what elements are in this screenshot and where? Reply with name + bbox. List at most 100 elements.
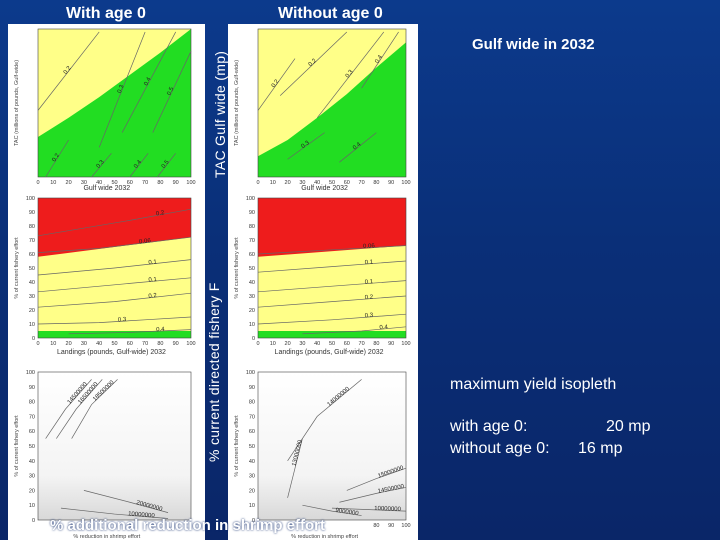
x-tick-label: 50: [111, 180, 117, 186]
y-tick-label: 50: [249, 444, 255, 450]
contour-line: [129, 153, 149, 178]
contour-label: 0.3: [365, 313, 374, 320]
y-tick-label: 100: [26, 370, 35, 376]
contour-label: 0.4: [156, 327, 165, 333]
x-tick-label: 0: [36, 341, 39, 347]
contour-label: 0.5: [166, 86, 175, 97]
y-tick-label: 50: [249, 266, 255, 272]
y-tick-label: 10: [29, 503, 35, 509]
x-tick-label: 80: [157, 341, 163, 347]
plot-frame: [37, 28, 192, 178]
contour-line: [68, 329, 192, 335]
x-tick-label: 0: [36, 180, 39, 186]
x-tick-label: 60: [127, 180, 133, 186]
x-tick-label: 90: [173, 341, 179, 347]
contour-label: 0.2: [271, 78, 281, 89]
y-tick-label: 10: [249, 503, 255, 509]
contour-label: 0.2: [148, 293, 158, 300]
y-tick-label: 30: [249, 294, 255, 300]
chart-r2c2: 0.06 0.1 0.1 0.2 0.3 0.4 0 10 20 30 40 50 60 70 80 90 10…: [228, 192, 418, 368]
title-without-age0: Without age 0: [278, 5, 383, 22]
plot-frame: [37, 197, 192, 339]
x-tick-label: 90: [173, 180, 179, 186]
y-tick-label: 100: [26, 196, 35, 202]
x-tick-label: 10: [50, 180, 56, 186]
y-tick-label: 40: [29, 280, 35, 286]
x-tick-label: 80: [373, 523, 379, 529]
y-tick-label: 70: [249, 414, 255, 420]
plot-frame: [257, 371, 407, 521]
y-tick-label: 40: [249, 459, 255, 465]
note-with-value: 20 mp: [606, 418, 651, 435]
contour-line: [56, 379, 103, 439]
x-tick-label: 40: [314, 341, 320, 347]
contour-line: [45, 379, 92, 439]
x-tick-label: 10: [270, 341, 276, 347]
contour-line: [339, 132, 377, 163]
x-tick-label: 90: [388, 341, 394, 347]
green-region: [38, 29, 191, 177]
contour-label: 0.2: [156, 210, 166, 218]
y-tick-label: 20: [29, 308, 35, 314]
contour-label: 0.3: [345, 69, 355, 80]
y-tick-label: 70: [29, 238, 35, 244]
y-tick-label: 10: [249, 322, 255, 328]
chart-r3c1: 1450000016500000185000002000000010000000…: [8, 366, 205, 540]
y-tick-label: 100: [246, 196, 255, 202]
gray-region: [258, 372, 406, 520]
x-tick-label: 90: [388, 180, 394, 186]
x-tick-label: 20: [66, 180, 72, 186]
y-tick-label: 100: [246, 370, 255, 376]
y-tick-label: 90: [29, 210, 35, 216]
x-tick-label: 100: [401, 180, 410, 186]
plot-frame: [257, 197, 407, 339]
y-tick-label: 60: [249, 252, 255, 258]
y-tick-label: 60: [29, 252, 35, 258]
note-without-label: without age 0:: [450, 440, 550, 457]
contour-line: [91, 153, 112, 178]
x-tick-label: 40: [314, 180, 320, 186]
y-tick-label: 60: [29, 429, 35, 435]
contour-label: 10000000: [374, 506, 402, 513]
red-region: [258, 198, 406, 257]
x-tick-label: 80: [373, 180, 379, 186]
contour-line: [279, 31, 348, 96]
x-tick-label: 100: [401, 341, 410, 347]
x-tick-label: 60: [344, 341, 350, 347]
contour-label: 0.1: [365, 279, 374, 286]
y-tick-label: 0: [32, 518, 35, 524]
x-tick-label: 30: [81, 180, 87, 186]
contour-line: [361, 31, 399, 89]
y-tick-label: 20: [249, 308, 255, 314]
contour-label: 0.2: [63, 65, 73, 76]
contour-label: 9000000: [335, 508, 360, 517]
contour-label: 0.2: [52, 152, 62, 163]
contour-label: 10000000: [128, 511, 156, 519]
panel-caption: Landings (pounds, Gulf-wide) 2032: [275, 349, 384, 356]
chart-r1c1: 0.2 0.3 0.4 0.5 0.3 0.4 0.5 0.2 0 10 20 30 40 50 60 70 8…: [8, 24, 205, 194]
contour-line: [287, 132, 325, 160]
y-tick-label: 10: [29, 322, 35, 328]
contour-line: [83, 490, 169, 513]
note-with-label: with age 0:: [450, 418, 528, 435]
contour-label: 0.3: [300, 140, 311, 150]
contour-line: [37, 277, 192, 293]
y-axis-caption: % of current fishery effort: [234, 415, 240, 477]
contour-line: [71, 379, 118, 439]
contour-line: [287, 379, 362, 461]
x-tick-label: 70: [142, 180, 148, 186]
contour-label: 0.06: [363, 243, 376, 250]
contour-label: 0.4: [133, 159, 143, 170]
y-tick-label: 0: [32, 336, 35, 342]
x-tick-label: 10: [270, 180, 276, 186]
contour-label: 0.3: [96, 159, 106, 170]
contour-label: 0.1: [365, 259, 374, 266]
panel-caption: Gulf wide 2032: [83, 185, 130, 192]
x-tick-label: 20: [285, 180, 291, 186]
x-tick-label: 80: [373, 341, 379, 347]
contour-label: 0.5: [161, 159, 171, 170]
x-tick-label: 40: [96, 180, 102, 186]
gray-region: [38, 372, 191, 520]
x-tick-label: 80: [157, 180, 163, 186]
y-tick-label: 50: [29, 266, 35, 272]
